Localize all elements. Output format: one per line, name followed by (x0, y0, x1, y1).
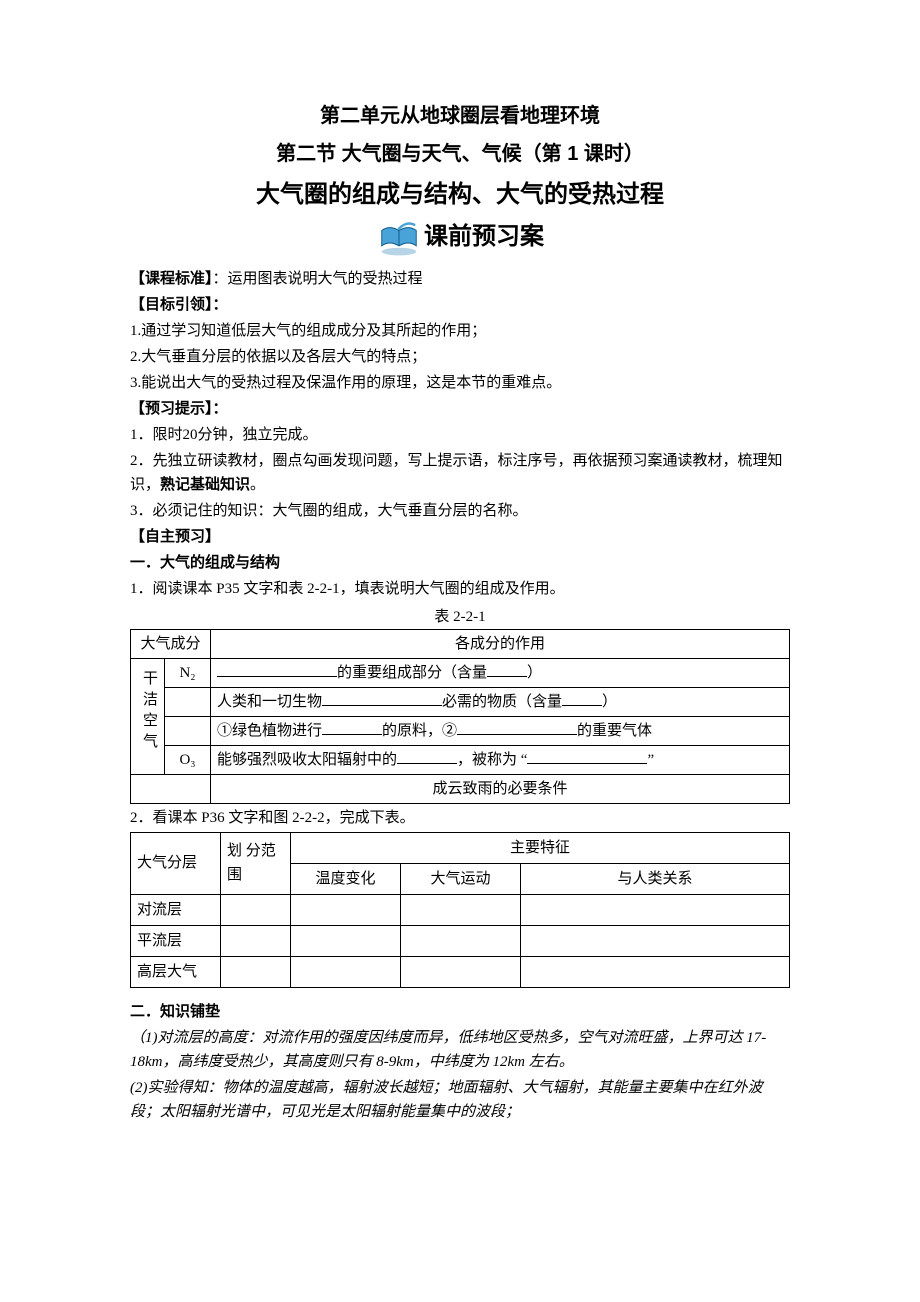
blank-field[interactable] (562, 690, 602, 706)
blank-cell[interactable] (401, 956, 521, 987)
blank-cell[interactable] (221, 894, 291, 925)
table-row: 干洁空气 N₂ 的重要组成部分（含量） (131, 658, 790, 687)
cell-stratosphere: 平流层 (131, 925, 221, 956)
standard-body: ：运用图表说明大气的受热过程 (213, 271, 423, 287)
tip-2c: 。 (250, 477, 265, 493)
blank-cell[interactable] (221, 956, 291, 987)
standard-label: 【课程标准】 (130, 271, 213, 287)
book-icon (376, 219, 422, 257)
table-row: 高层大气 (131, 956, 790, 987)
question-1: 1．阅读课本 P35 文字和表 2-2-1，填表说明大气圈的组成及作用。 (130, 577, 790, 601)
unit-title: 第二单元从地球圈层看地理环境 (130, 100, 790, 132)
th-function: 各成分的作用 (211, 629, 790, 658)
table-row: 成云致雨的必要条件 (131, 774, 790, 803)
table1-caption: 表 2-2-1 (130, 605, 790, 629)
blank-cell[interactable] (521, 894, 790, 925)
blank-cell[interactable] (291, 894, 401, 925)
cell-troposphere: 对流层 (131, 894, 221, 925)
cell-empty (165, 687, 211, 716)
cell-upper-atmos: 高层大气 (131, 956, 221, 987)
blank-field[interactable] (527, 748, 647, 764)
blank-field[interactable] (217, 661, 337, 677)
goal-1: 1.通过学习知道低层大气的组成成分及其所起的作用； (130, 319, 790, 343)
blank-field[interactable] (457, 719, 577, 735)
blank-cell[interactable] (401, 894, 521, 925)
blank-cell[interactable] (291, 956, 401, 987)
section-title: 第二节 大气圈与天气、气候（第 1 课时） (130, 138, 790, 170)
table-row: 大气成分 各成分的作用 (131, 629, 790, 658)
blank-cell[interactable] (291, 925, 401, 956)
padding-2: (2)实验得知：物体的温度越高，辐射波长越短；地面辐射、大气辐射，其能量主要集中… (130, 1076, 790, 1124)
cell-dry-air: 干洁空气 (131, 658, 165, 774)
blank-field[interactable] (397, 748, 457, 764)
tip-3: 3．必须记住的知识：大气圈的组成，大气垂直分层的名称。 (130, 499, 790, 523)
tips-label: 【预习提示】： (130, 397, 790, 421)
blank-cell[interactable] (221, 925, 291, 956)
cell-n2-func: 的重要组成部分（含量） (211, 658, 790, 687)
th-motion: 大气运动 (401, 863, 521, 894)
blank-field[interactable] (487, 661, 527, 677)
part2-heading: 二．知识铺垫 (130, 1000, 790, 1024)
self-study-label: 【自主预习】 (130, 525, 790, 549)
preview-title: 课前预习案 (424, 218, 544, 256)
cell-bio: 人类和一切生物必需的物质（含量） (211, 687, 790, 716)
standard-line: 【课程标准】：运用图表说明大气的受热过程 (130, 267, 790, 291)
tip-2: 2．先独立研读教材，圈点勾画发现问题，写上提示语，标注序号，再依据预习案通读教材… (130, 449, 790, 497)
table-row: 平流层 (131, 925, 790, 956)
blank-field[interactable] (322, 690, 442, 706)
goal-2: 2.大气垂直分层的依据以及各层大气的特点； (130, 345, 790, 369)
table-row: ①绿色植物进行的原料，②的重要气体 (131, 716, 790, 745)
cell-o3: O₃ (165, 745, 211, 774)
preview-heading: 课前预习案 (130, 218, 790, 256)
table-row: 对流层 (131, 894, 790, 925)
tip-2b: 熟记基础知识 (160, 477, 250, 493)
cell-plant: ①绿色植物进行的原料，②的重要气体 (211, 716, 790, 745)
th-features: 主要特征 (291, 832, 790, 863)
th-human: 与人类关系 (521, 863, 790, 894)
part1-heading: 一．大气的组成与结构 (130, 551, 790, 575)
icon-shadow (382, 247, 416, 255)
table-row: 人类和一切生物必需的物质（含量） (131, 687, 790, 716)
padding-1: （1)对流层的高度：对流作用的强度因纬度而异，低纬地区受热多，空气对流旺盛，上界… (130, 1026, 790, 1074)
table-row: 大气分层 划 分范围 主要特征 (131, 832, 790, 863)
cell-empty (165, 716, 211, 745)
cell-n2: N₂ (165, 658, 211, 687)
blank-field[interactable] (322, 719, 382, 735)
blank-cell[interactable] (521, 956, 790, 987)
cell-o3-func: 能够强烈吸收太阳辐射中的，被称为 “” (211, 745, 790, 774)
th-component: 大气成分 (131, 629, 211, 658)
table-row: O₃ 能够强烈吸收太阳辐射中的，被称为 “” (131, 745, 790, 774)
cell-cloud: 成云致雨的必要条件 (211, 774, 790, 803)
table-composition: 大气成分 各成分的作用 干洁空气 N₂ 的重要组成部分（含量） 人类和一切生物必… (130, 629, 790, 804)
th-range: 划 分范围 (221, 832, 291, 894)
tip-1: 1．限时20分钟，独立完成。 (130, 423, 790, 447)
blank-cell[interactable] (521, 925, 790, 956)
table-layers: 大气分层 划 分范围 主要特征 温度变化 大气运动 与人类关系 对流层 平流层 … (130, 832, 790, 988)
th-layer: 大气分层 (131, 832, 221, 894)
question-2: 2．看课本 P36 文字和图 2-2-2，完成下表。 (130, 806, 790, 830)
goals-label: 【目标引领】： (130, 293, 790, 317)
th-temp: 温度变化 (291, 863, 401, 894)
cell-empty (131, 774, 211, 803)
blank-cell[interactable] (401, 925, 521, 956)
topic-title: 大气圈的组成与结构、大气的受热过程 (130, 176, 790, 214)
goal-3: 3.能说出大气的受热过程及保温作用的原理，这是本节的重难点。 (130, 371, 790, 395)
